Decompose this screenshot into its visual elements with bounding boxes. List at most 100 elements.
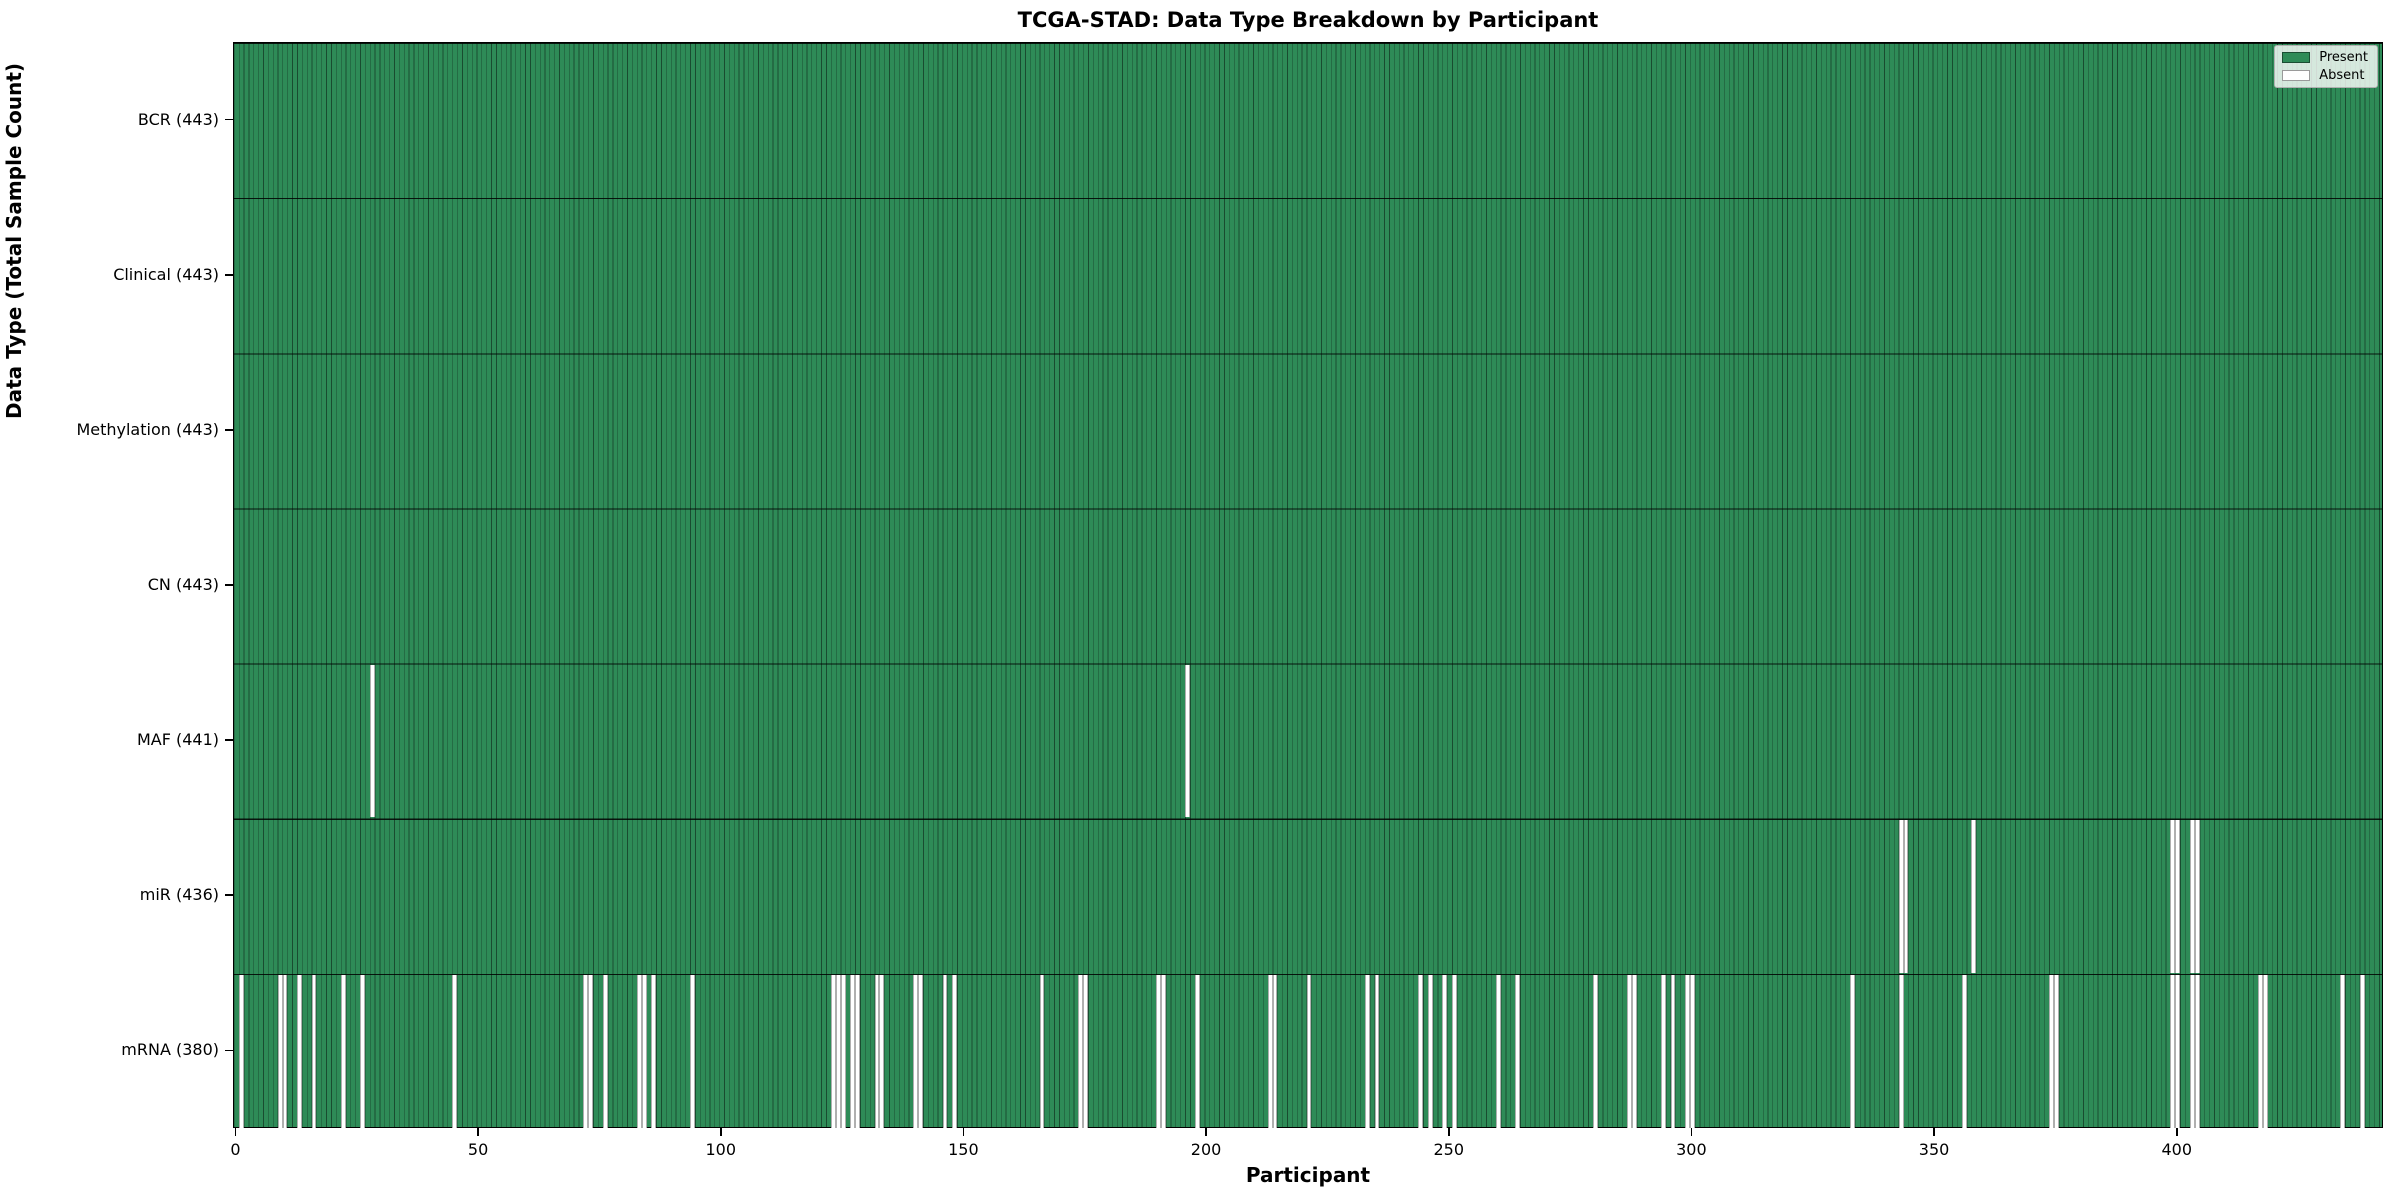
absent-gap-mRNA-418 — [2262, 975, 2268, 1128]
absent-gap-mRNA-45 — [452, 975, 458, 1128]
absent-gap-mRNA-174 — [1078, 975, 1084, 1128]
plot-area — [233, 42, 2383, 1128]
absent-gap-mRNA-148 — [952, 975, 958, 1128]
x-tick-label-50: 50 — [467, 1140, 489, 1159]
x-tick-mark-250 — [1447, 1128, 1450, 1136]
absent-gap-mRNA-417 — [2257, 975, 2263, 1128]
absent-gap-mRNA-356 — [1961, 975, 1967, 1128]
legend-item-present: Present — [2282, 51, 2368, 64]
absent-gap-mRNA-94 — [690, 975, 696, 1128]
x-axis-label: Participant — [1245, 1163, 1371, 1187]
absent-gap-mRNA-438 — [2359, 975, 2365, 1128]
absent-gap-miR-400 — [2175, 820, 2181, 973]
legend-present-label: Present — [2319, 50, 2368, 65]
x-tick-mark-150 — [962, 1128, 965, 1136]
absent-gap-mRNA-76 — [602, 975, 608, 1128]
absent-gap-mRNA-233 — [1364, 975, 1370, 1128]
y-tick-label-miR: miR (436) — [139, 885, 219, 905]
absent-gap-mRNA-399 — [2170, 975, 2176, 1128]
absent-gap-mRNA-404 — [2194, 975, 2200, 1128]
absent-gap-miR-403 — [2189, 820, 2195, 973]
absent-gap-mRNA-288 — [1631, 975, 1637, 1128]
absent-gap-mRNA-434 — [2340, 975, 2346, 1128]
x-tick-mark-100 — [719, 1128, 722, 1136]
absent-gap-mRNA-300 — [1689, 975, 1695, 1128]
absent-gap-mRNA-125 — [840, 975, 846, 1128]
x-tick-label-150: 150 — [948, 1140, 979, 1159]
absent-gap-mRNA-132 — [874, 975, 880, 1128]
y-axis-label: Data Type (Total Sample Count) — [2, 62, 26, 419]
absent-gap-mRNA-128 — [855, 975, 861, 1128]
x-tick-mark-50 — [477, 1128, 479, 1136]
absent-gap-MAF-28 — [369, 664, 375, 818]
absent-gap-miR-343 — [1898, 820, 1904, 973]
absent-gap-mRNA-287 — [1626, 975, 1632, 1128]
absent-gap-mRNA-73 — [588, 975, 594, 1128]
absent-gap-miR-344 — [1903, 820, 1909, 973]
absent-gap-mRNA-123 — [830, 975, 836, 1128]
absent-gap-mRNA-214 — [1272, 975, 1278, 1128]
absent-gap-mRNA-260 — [1495, 975, 1501, 1128]
absent-gap-mRNA-403 — [2189, 975, 2195, 1128]
absent-gap-miR-358 — [1971, 820, 1977, 973]
absent-gap-mRNA-264 — [1515, 975, 1521, 1128]
y-tick-mark-CN — [225, 584, 233, 586]
absent-gap-mRNA-221 — [1306, 975, 1312, 1128]
legend-absent-label: Absent — [2319, 68, 2365, 83]
absent-gap-mRNA-175 — [1083, 975, 1089, 1128]
absent-gap-miR-404 — [2194, 820, 2200, 973]
y-tick-mark-Methylation — [225, 429, 233, 431]
absent-gap-mRNA-124 — [835, 975, 841, 1128]
absent-gap-mRNA-213 — [1267, 975, 1273, 1128]
absent-gap-mRNA-400 — [2175, 975, 2181, 1128]
absent-gap-mRNA-141 — [918, 975, 924, 1128]
absent-gap-mRNA-146 — [942, 975, 948, 1128]
y-tick-mark-Clinical — [225, 273, 233, 276]
y-tick-mark-miR — [225, 894, 233, 897]
absent-gap-mRNA-299 — [1685, 975, 1690, 1128]
absent-gap-mRNA-375 — [2053, 975, 2059, 1128]
absent-gap-mRNA-198 — [1194, 975, 1200, 1128]
absent-swatch-icon — [2282, 70, 2311, 81]
y-tick-mark-BCR — [225, 118, 233, 121]
x-tick-label-400: 400 — [2161, 1140, 2192, 1159]
absent-gap-mRNA-166 — [1039, 975, 1045, 1128]
absent-gap-mRNA-22 — [340, 975, 346, 1128]
absent-gap-mRNA-246 — [1427, 975, 1433, 1128]
x-tick-mark-400 — [2175, 1128, 2178, 1136]
x-tick-label-200: 200 — [1190, 1140, 1222, 1159]
x-tick-mark-300 — [1690, 1128, 1693, 1136]
absent-gap-mRNA-86 — [651, 975, 657, 1128]
absent-gap-mRNA-294 — [1660, 975, 1666, 1128]
absent-gap-mRNA-10 — [282, 975, 288, 1128]
absent-gap-mRNA-133 — [879, 975, 885, 1128]
absent-gap-mRNA-190 — [1156, 975, 1161, 1128]
y-tick-label-mRNA: mRNA (380) — [121, 1040, 219, 1060]
absent-gap-mRNA-296 — [1670, 975, 1676, 1128]
absent-gap-mRNA-26 — [360, 975, 366, 1128]
absent-gap-mRNA-9 — [277, 975, 283, 1128]
y-tick-label-Clinical: Clinical (443) — [113, 264, 219, 284]
absent-gap-mRNA-13 — [297, 975, 302, 1128]
legend: Present Absent — [2274, 45, 2378, 88]
absent-gap-MAF-196 — [1185, 664, 1191, 818]
absent-gap-mRNA-251 — [1452, 975, 1457, 1128]
y-tick-label-BCR: BCR (443) — [137, 109, 219, 129]
absent-gap-mRNA-16 — [311, 975, 317, 1128]
absent-gap-mRNA-343 — [1898, 975, 1904, 1128]
legend-item-absent: Absent — [2282, 69, 2368, 82]
absent-gap-mRNA-127 — [850, 975, 856, 1128]
absent-gap-mRNA-191 — [1160, 975, 1166, 1128]
y-tick-mark-mRNA — [225, 1049, 233, 1052]
absent-gap-mRNA-374 — [2049, 975, 2054, 1128]
absent-gap-mRNA-84 — [641, 975, 647, 1128]
absent-gap-mRNA-140 — [913, 975, 919, 1128]
x-tick-mark-350 — [1933, 1128, 1935, 1136]
x-tick-label-250: 250 — [1433, 1140, 1464, 1159]
absent-gap-mRNA-249 — [1442, 975, 1448, 1128]
x-tick-label-300: 300 — [1676, 1140, 1707, 1159]
x-tick-mark-200 — [1205, 1128, 1207, 1136]
absent-gap-miR-399 — [2170, 820, 2176, 973]
absent-gap-mRNA-72 — [583, 975, 589, 1128]
